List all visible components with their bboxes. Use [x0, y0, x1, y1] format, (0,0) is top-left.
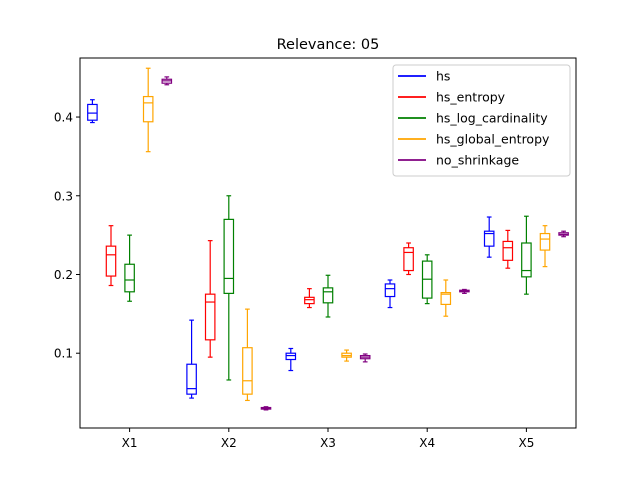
- box-no_shrinkage-X4: [459, 288, 470, 294]
- box-body: [483, 230, 495, 247]
- y-tick-label: 0.3: [54, 189, 73, 203]
- box-hs_entropy-X2: [204, 240, 216, 358]
- y-axis-ticks: 0.1 0.2 0.3 0.4: [54, 111, 80, 361]
- box-body: [105, 245, 117, 277]
- y-tick-label: 0.2: [54, 268, 73, 282]
- series-hs_global_entropy: [142, 67, 551, 402]
- box-hs-X4: [384, 279, 396, 309]
- box-hs_entropy-X3: [304, 288, 315, 309]
- box-hs-X5: [483, 216, 495, 258]
- box-body: [403, 247, 414, 272]
- series-hs_entropy: [105, 225, 514, 358]
- box-hs_global_entropy-X3: [341, 349, 352, 362]
- box-body: [322, 287, 334, 304]
- y-tick-label: 0.4: [54, 111, 73, 125]
- legend-label-hs_global_entropy: hs_global_entropy: [436, 132, 550, 147]
- box-no_shrinkage-X1: [161, 76, 173, 86]
- box-body: [186, 363, 197, 395]
- legend-frame: [392, 64, 571, 177]
- x-tick-label: X1: [122, 436, 138, 450]
- legend-label-hs_entropy: hs_entropy: [436, 90, 506, 105]
- box-hs-X1: [87, 99, 98, 124]
- box-hs_log_cardinality-X5: [521, 215, 532, 295]
- x-tick-label: X3: [320, 436, 336, 450]
- box-body: [285, 352, 297, 361]
- box-body: [223, 218, 235, 294]
- box-body: [440, 291, 452, 306]
- x-tick-label: X2: [221, 436, 237, 450]
- legend-label-no_shrinkage: no_shrinkage: [436, 153, 519, 168]
- box-body: [539, 232, 551, 251]
- legend-label-hs_log_cardinality: hs_log_cardinality: [436, 111, 548, 126]
- box-hs_log_cardinality-X4: [421, 254, 433, 305]
- box-hs_log_cardinality-X1: [124, 234, 135, 302]
- box-hs_global_entropy-X1: [142, 67, 154, 153]
- box-no_shrinkage-X2: [260, 406, 272, 411]
- box-hs_global_entropy-X2: [242, 308, 253, 402]
- box-body: [142, 95, 154, 123]
- box-hs_entropy-X4: [403, 242, 414, 276]
- x-axis-ticks: X1 X2 X3 X4 X5: [122, 428, 534, 450]
- box-body: [304, 296, 315, 305]
- box-body: [502, 240, 514, 261]
- y-tick-label: 0.1: [54, 347, 73, 361]
- x-tick-label: X5: [518, 436, 534, 450]
- series-hs: [87, 99, 495, 399]
- box-hs-X2: [186, 319, 197, 399]
- box-body: [242, 347, 253, 395]
- legend-label-hs: hs: [436, 69, 450, 84]
- box-hs_global_entropy-X4: [440, 279, 452, 317]
- series-hs_log_cardinality: [124, 195, 532, 381]
- box-hs_global_entropy-X5: [539, 225, 551, 268]
- box-body: [521, 242, 532, 278]
- box-no_shrinkage-X5: [558, 230, 569, 238]
- box-hs_entropy-X5: [502, 229, 514, 269]
- box-series-layer: [87, 67, 569, 411]
- box-hs-X3: [285, 347, 297, 372]
- box-body: [124, 263, 135, 293]
- box-hs_log_cardinality-X2: [223, 195, 235, 381]
- box-hs_entropy-X1: [105, 225, 117, 287]
- box-hs_log_cardinality-X3: [322, 274, 334, 318]
- box-body: [384, 283, 396, 298]
- box-body: [87, 103, 98, 121]
- box-body: [204, 293, 216, 341]
- x-tick-label: X4: [419, 436, 435, 450]
- legend: hs hs_entropy hs_log_cardinality hs_global_…: [392, 64, 571, 177]
- chart-title: Relevance: 05: [277, 37, 380, 53]
- box-no_shrinkage-X3: [359, 353, 371, 363]
- series-no_shrinkage: [161, 76, 569, 411]
